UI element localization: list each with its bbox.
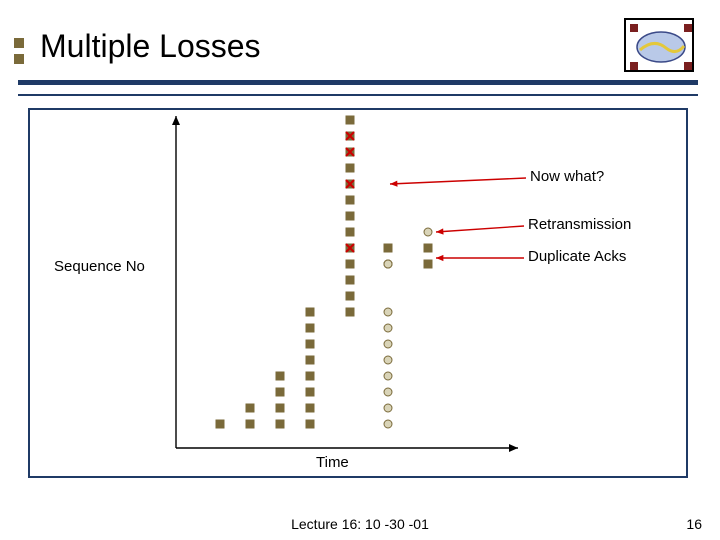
chart-area: Sequence No Time Now what? Retransmissio… xyxy=(28,108,688,478)
y-axis-label: Sequence No xyxy=(54,258,145,275)
title-bullet xyxy=(14,54,24,64)
logo-box xyxy=(624,18,694,72)
title-bullet xyxy=(14,38,24,48)
annotation-duplicate-acks: Duplicate Acks xyxy=(528,248,626,265)
title-underline-thick xyxy=(18,80,698,85)
title-underline-thin xyxy=(18,94,698,96)
annotation-now-what: Now what? xyxy=(530,168,604,185)
chart-svg xyxy=(28,108,688,478)
annotation-retransmission: Retransmission xyxy=(528,216,631,233)
page-number: 16 xyxy=(686,516,702,532)
x-axis-label: Time xyxy=(316,454,349,471)
logo-svg xyxy=(626,20,696,74)
slide-title: Multiple Losses xyxy=(40,28,261,65)
title-bullet-bar xyxy=(14,38,24,82)
footer-text: Lecture 16: 10 -30 -01 xyxy=(0,516,720,532)
slide: Multiple Losses Sequence No Time Now wha… xyxy=(0,0,720,540)
